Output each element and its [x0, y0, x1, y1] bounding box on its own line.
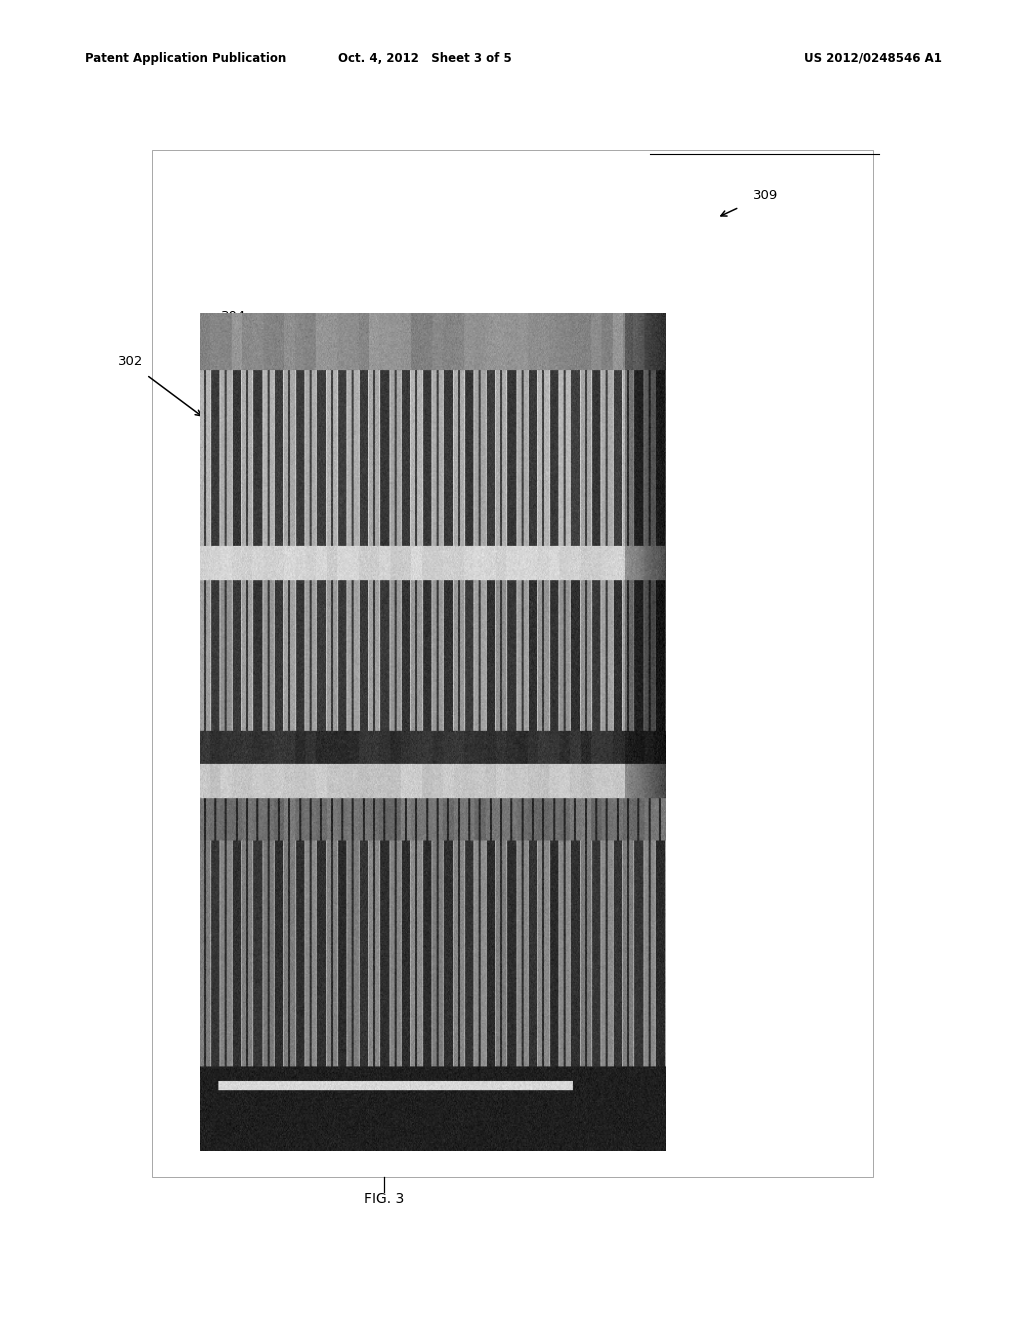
Text: 309: 309 [753, 189, 778, 202]
Text: US 2012/0248546 A1: US 2012/0248546 A1 [804, 51, 942, 65]
Bar [152, 150, 873, 1177]
Text: 302: 302 [119, 355, 143, 368]
Text: 304: 304 [221, 310, 246, 323]
Text: Patent Application Publication: Patent Application Publication [85, 51, 287, 65]
Text: FIG. 3: FIG. 3 [364, 1192, 404, 1205]
Text: Oct. 4, 2012   Sheet 3 of 5: Oct. 4, 2012 Sheet 3 of 5 [338, 51, 512, 65]
